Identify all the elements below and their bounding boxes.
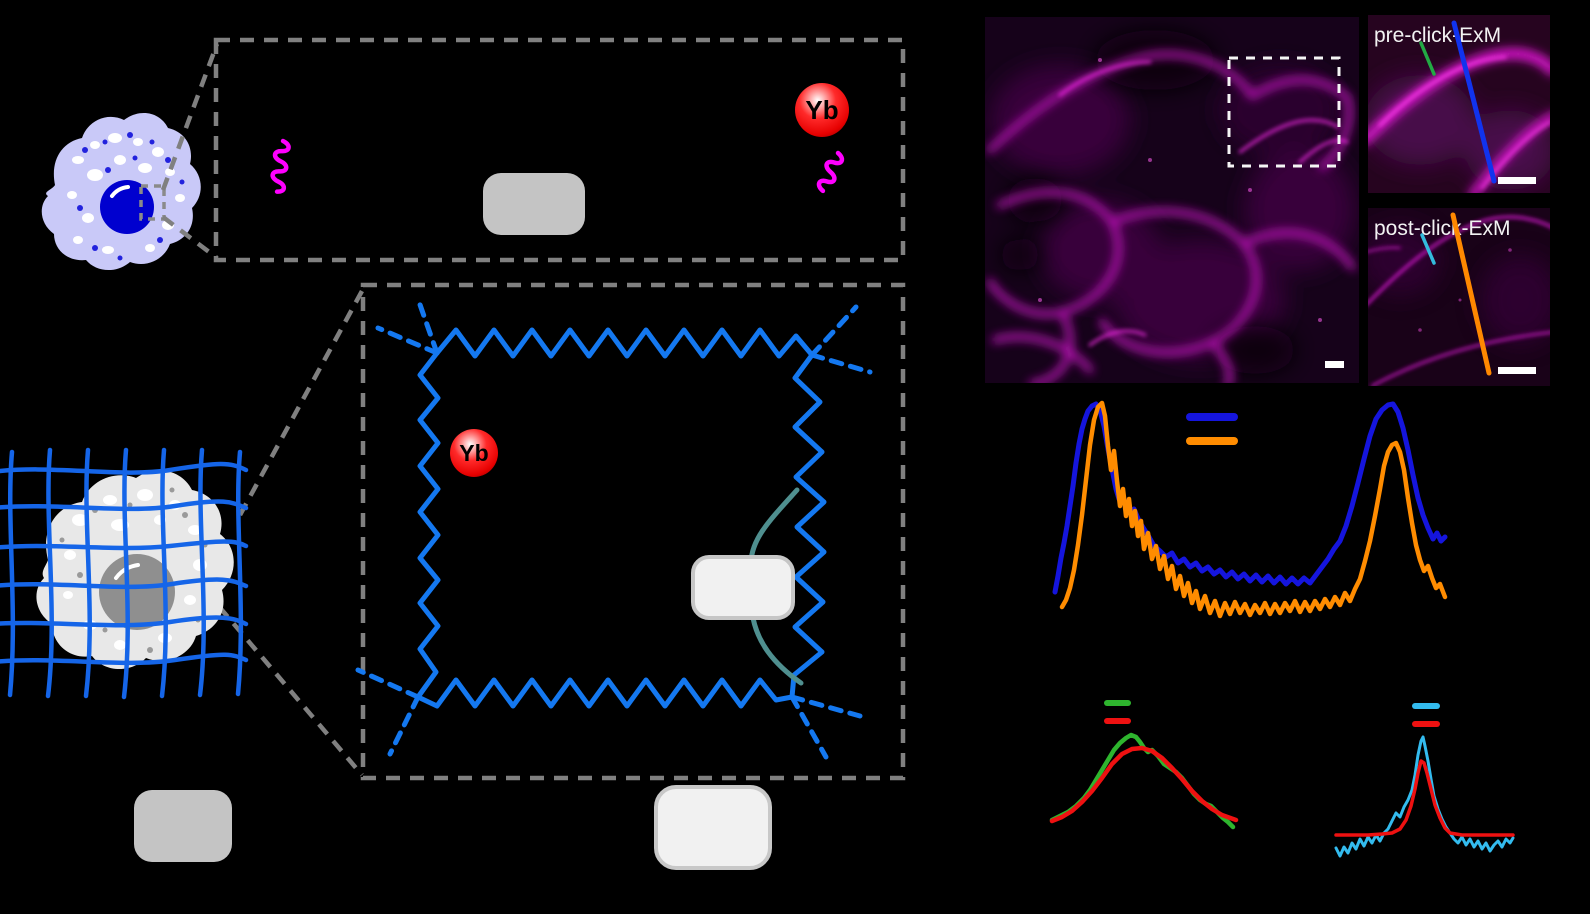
- profile-curve-orange: [1059, 400, 1448, 619]
- scale-bar-post: [1498, 367, 1536, 374]
- crosslink-dashes: [355, 296, 873, 760]
- pre-roi-line-short: [1419, 41, 1436, 76]
- yb-label-network: Yb: [459, 440, 488, 466]
- cell-vesicles: [67, 133, 185, 254]
- scale-bar-main: [1325, 361, 1344, 368]
- molecular-detail-box: [213, 37, 906, 263]
- yb-ball-network: [450, 429, 498, 477]
- rna-squiggle-left: [270, 138, 291, 194]
- profile-chart-pre-fit: [1049, 700, 1239, 830]
- zoom-funnel-top: [160, 43, 220, 260]
- confocal-image-main: [985, 17, 1359, 383]
- hydrogel-detail-box: [360, 282, 906, 781]
- fit-curve-red-left: [1049, 745, 1239, 824]
- pre-roi-line-long: [1451, 20, 1497, 184]
- expanded-cell: [0, 447, 249, 700]
- post-roi-line-short: [1420, 233, 1436, 265]
- linker-label-box: [691, 555, 795, 620]
- membrane-strokes: [986, 51, 1356, 383]
- polymer-right-edge: [789, 352, 827, 700]
- yb-complex-top: Yb: [795, 83, 849, 137]
- label-box-gray-bottom: [134, 790, 232, 862]
- zoom-source-box: [139, 184, 166, 221]
- membrane-highlights: [1058, 60, 1349, 347]
- fit-curve-red-right: [1334, 759, 1515, 837]
- nucleus-highlight: [110, 185, 130, 198]
- profile-curve-blue: [1052, 401, 1448, 595]
- hydrogel-grid: [0, 447, 249, 700]
- polymer-network: [355, 296, 873, 760]
- profile-chart-post-fit: [1334, 703, 1515, 858]
- cell-illustration: [41, 113, 201, 271]
- profile-chart-main: [1052, 400, 1448, 619]
- cell-granules: [77, 132, 185, 261]
- polymer-top-edge: [434, 327, 815, 359]
- yb-ball-top: [795, 83, 849, 137]
- confocal-image-pre: [1368, 15, 1550, 193]
- scale-bar-pre: [1498, 177, 1536, 184]
- post-click-label: post-click-ExM: [1374, 217, 1511, 240]
- fit-curve-cyan: [1334, 735, 1515, 858]
- post-roi-line-long: [1450, 212, 1492, 376]
- expanded-cell-vesicles: [63, 489, 207, 650]
- pre-click-label: pre-click-ExM: [1374, 24, 1501, 47]
- reagent-box-top: [483, 173, 585, 235]
- label-box-white-bottom: [654, 785, 772, 870]
- roi-dashed-box: [1227, 56, 1341, 168]
- rna-squiggle-right: [816, 150, 845, 194]
- polymer-bottom-edge: [415, 677, 795, 709]
- zoom-funnel-bottom: [203, 289, 364, 777]
- polymer-left-edge: [415, 350, 441, 700]
- linker-curve: [748, 487, 804, 686]
- yb-complex-network: Yb: [450, 429, 498, 477]
- yb-label-top: Yb: [805, 95, 838, 125]
